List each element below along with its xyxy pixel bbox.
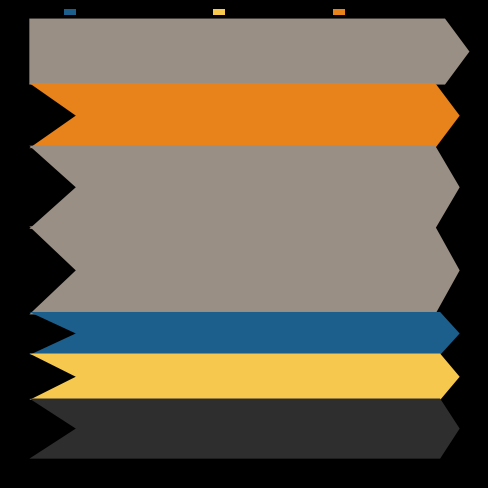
Polygon shape bbox=[29, 354, 459, 400]
Bar bbox=[212, 10, 224, 16]
Text: Kidney Stage 1: Kidney Stage 1 bbox=[81, 9, 145, 18]
Polygon shape bbox=[29, 20, 468, 85]
Polygon shape bbox=[29, 146, 459, 229]
Text: Kidney Stage 2: Kidney Stage 2 bbox=[229, 9, 294, 18]
Polygon shape bbox=[29, 84, 459, 149]
Polygon shape bbox=[29, 312, 459, 355]
Polygon shape bbox=[29, 399, 459, 459]
Bar bbox=[332, 10, 344, 16]
Polygon shape bbox=[29, 227, 459, 315]
Bar bbox=[63, 10, 76, 16]
Text: Kidney Stage 3: Kidney Stage 3 bbox=[349, 9, 414, 18]
